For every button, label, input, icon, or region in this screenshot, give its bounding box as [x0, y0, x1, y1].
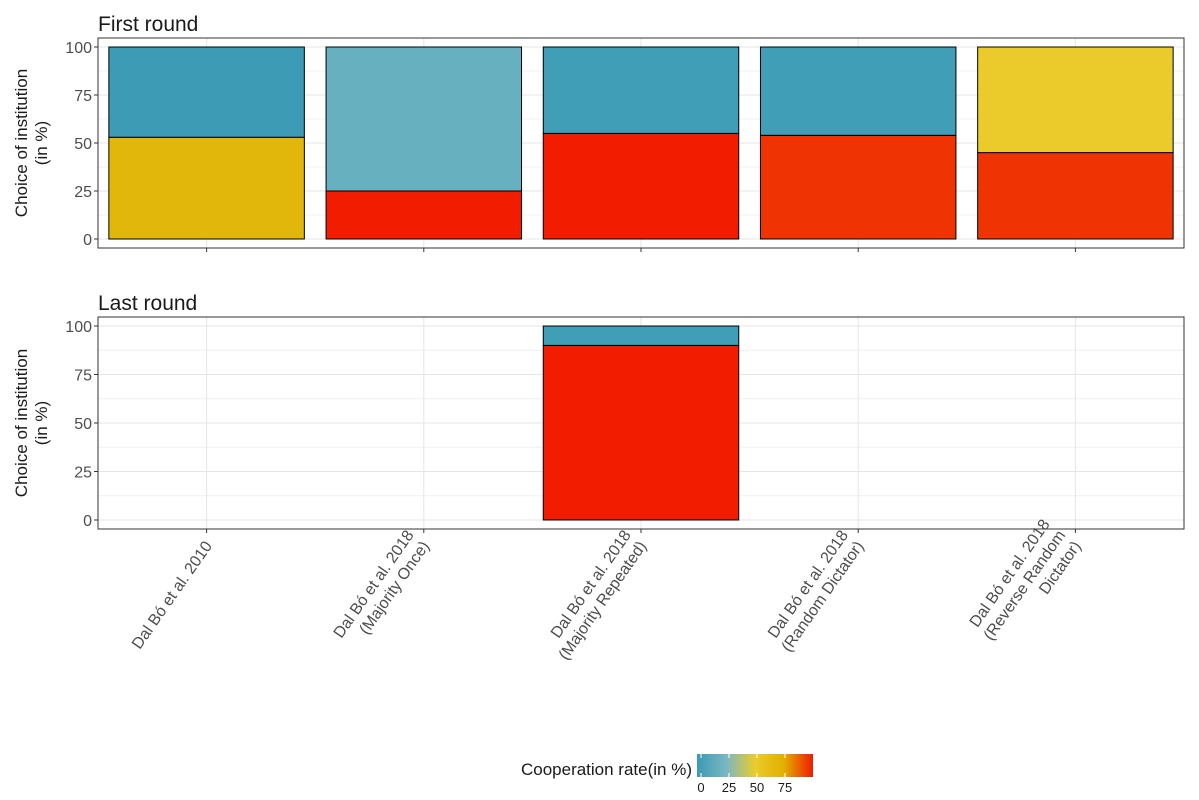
bar-segment	[542, 132, 740, 240]
legend-tick-label: 75	[778, 780, 792, 795]
y-tick-label: 100	[65, 40, 92, 57]
legend-title: Cooperation rate(in %)	[521, 760, 692, 779]
bar-segment	[108, 136, 305, 240]
bar-segment	[542, 46, 740, 134]
x-tick-label: Dal Bó et al. 2018(Random Dictator)	[763, 527, 868, 655]
facet-panel: Last round 0 25 50 75 100 Choice of institutio…	[12, 292, 1185, 533]
y-tick-label: 100	[65, 319, 92, 336]
legend-tick-label: 0	[697, 780, 704, 795]
y-axis-label: Choice of institution(in %)	[12, 69, 51, 217]
bar-segment	[977, 152, 1174, 240]
y-tick-label: 50	[74, 416, 92, 433]
y-tick-label: 75	[74, 368, 92, 385]
y-tick-label: 50	[74, 136, 92, 153]
facet-title: First round	[98, 13, 198, 36]
bar-segment	[325, 190, 523, 240]
x-tick-label: Dal Bó et al. 2018(Majority Once)	[331, 527, 434, 652]
facet-panel: First round 0 25 50 75 100 Choice of instituti…	[12, 13, 1185, 252]
bar-segment	[108, 46, 305, 138]
bar-segment	[542, 344, 740, 521]
bar-segment	[759, 46, 957, 136]
bar-segment	[759, 134, 957, 240]
y-tick-label: 0	[83, 232, 92, 249]
x-tick-label: Dal Bó et al. 2010	[129, 538, 216, 652]
y-tick-label: 0	[83, 513, 92, 530]
bar-segment	[542, 325, 740, 346]
legend-tick-label: 25	[722, 780, 736, 795]
bar-segment	[325, 46, 523, 192]
y-tick-label: 25	[74, 184, 92, 201]
legend-colorbar	[697, 754, 813, 777]
y-tick-label: 25	[74, 465, 92, 482]
x-tick-label: Dal Bó et al. 2018(Majority Repeated)	[540, 527, 650, 663]
y-tick-label: 75	[74, 88, 92, 105]
facet-title: Last round	[98, 292, 197, 315]
y-axis-label: Choice of institution(in %)	[12, 349, 51, 497]
legend-tick-label: 50	[750, 780, 764, 795]
x-tick-label: Dal Bó et al. 2018(Reverse RandomDictato…	[965, 517, 1085, 655]
bar-segment	[977, 46, 1174, 154]
